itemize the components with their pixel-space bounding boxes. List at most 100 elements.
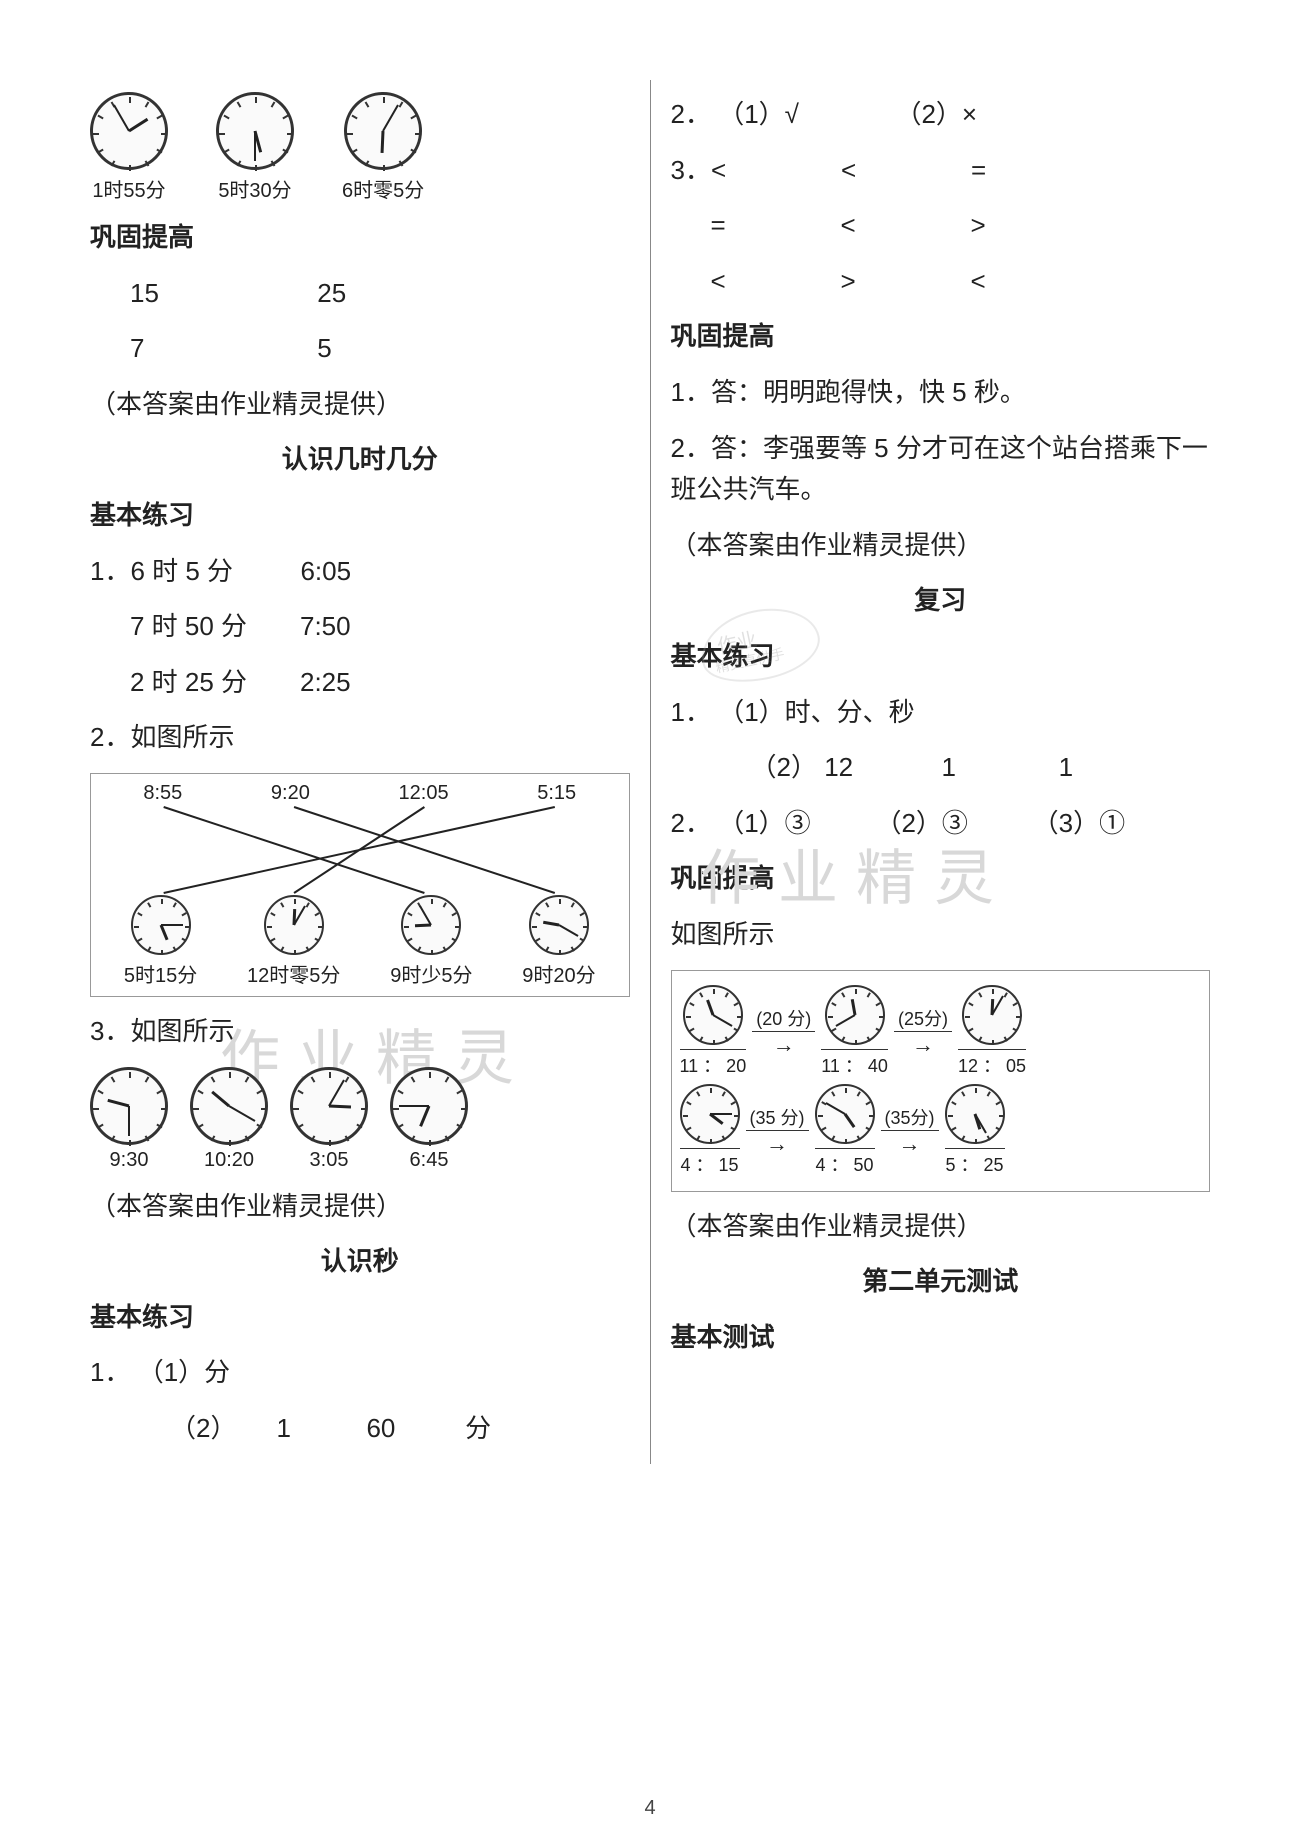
flow-time: 4 ： 50 — [815, 1148, 875, 1177]
question-1: 1．6 时 5 分6:05 7 时 50 分7:50 2 时 25 分2:25 — [90, 551, 630, 704]
question-2-label: 2．如图所示 — [90, 717, 630, 759]
answer-line: （2） 1 60 分 — [90, 1408, 630, 1450]
clock-item: 9时少5分 — [390, 895, 472, 988]
credit-text: （本答案由作业精灵提供） — [90, 1186, 630, 1228]
label: （2） — [751, 747, 817, 789]
answer-row: 7 时 50 分7:50 — [90, 606, 630, 648]
match-bottom-row: 5时15分 12时零5分 9时少5分 9时20分 — [99, 895, 621, 988]
clock-face — [290, 1067, 368, 1145]
answer-row: 3．<<= — [671, 150, 1211, 192]
arrow-icon: → — [746, 1131, 809, 1157]
clock-face — [401, 895, 461, 955]
flow-duration: (35 分) — [746, 1104, 809, 1131]
clock-face — [90, 1067, 168, 1145]
value: 7 — [130, 328, 310, 370]
section-heading: 基本练习 — [90, 495, 630, 537]
clock-face — [216, 92, 294, 170]
clock-item: 9时20分 — [522, 895, 595, 988]
value: 7 时 50 分 — [130, 606, 300, 648]
answer-row: 1．6 时 5 分6:05 — [90, 551, 630, 593]
section-heading: 基本测试 — [671, 1317, 1211, 1359]
flow-duration: (35分) — [881, 1104, 939, 1131]
value: < — [841, 150, 971, 192]
clock-item: 6:45 — [390, 1067, 468, 1172]
page: 作业精灵 作业精灵 作业精灵 作业 精灵直供手 1时55分5时30分6时零5分 … — [0, 0, 1300, 1838]
answer-line: 2． （1）√ （2）× — [671, 94, 1211, 136]
flow-time: 11 ： 20 — [680, 1049, 747, 1078]
subsection-title: 认识几时几分 — [90, 439, 630, 481]
flow-time: 5 ： 25 — [945, 1148, 1005, 1177]
question-prefix: 2． — [671, 803, 711, 845]
flow-arrow: (25分)→ — [894, 1005, 952, 1058]
credit-text: （本答案由作业精灵提供） — [671, 525, 1211, 567]
question-prefix: 1． — [671, 697, 711, 727]
match-lines — [99, 805, 621, 895]
flow-clock: 11 ： 20 — [680, 985, 747, 1078]
value: < — [711, 150, 841, 192]
two-column-layout: 1时55分 5时30分 6时零5分 巩固提高 15 25 7 5 （本答案由作业精灵… — [70, 80, 1230, 1464]
clock-face — [390, 1067, 468, 1145]
value: （3）① — [1033, 803, 1125, 845]
clock-face — [90, 92, 168, 170]
value: 1 — [941, 747, 1051, 789]
value: 60 — [331, 1408, 431, 1450]
clock-item: 5时15分 — [124, 895, 197, 988]
clock-label: 6时零5分 — [342, 174, 424, 203]
answer-line: 1． （1）分 — [90, 1352, 630, 1394]
flow-clock: 4 ： 50 — [815, 1084, 875, 1177]
flow-arrow: (20 分)→ — [752, 1005, 815, 1058]
flow-duration: (25分) — [894, 1005, 952, 1032]
flow-arrow: (35 分)→ — [746, 1104, 809, 1157]
value: 15 — [130, 273, 310, 315]
answer-line: 2． （1）③ （2）③ （3）① — [671, 803, 1211, 845]
clock-item: 12时零5分 — [247, 895, 340, 988]
answer-row: =<> — [671, 205, 1211, 247]
match-label: 5:15 — [537, 782, 576, 805]
answer-line: 2．答：李强要等 5 分才可在这个站台搭乘下一班公共汽车。 — [671, 428, 1211, 511]
subsection-title: 复习 — [671, 580, 1211, 622]
clock-label: 9:30 — [90, 1149, 168, 1172]
arrow-icon: → — [894, 1032, 952, 1058]
matching-figure: 8:559:2012:055:15 5时15分12时零5分9时少5分9时20分 — [90, 773, 630, 997]
clock-label: 3:05 — [290, 1149, 368, 1172]
value: 2 时 25 分 — [130, 662, 300, 704]
value: （1）时、分、秒 — [718, 697, 914, 727]
subsection-title: 认识秒 — [90, 1241, 630, 1283]
value: 5 — [317, 328, 331, 370]
answer-line: 1． （1）时、分、秒 — [671, 692, 1211, 734]
section-heading: 巩固提高 — [671, 316, 1211, 358]
clock-item: 6时零5分 — [342, 92, 424, 203]
clock-label: 9时20分 — [522, 959, 595, 988]
clock-label: 9时少5分 — [390, 959, 472, 988]
answer-row: 15 25 — [90, 273, 630, 315]
section-heading: 基本练习 — [90, 1297, 630, 1339]
flow-time: 4 ： 15 — [680, 1148, 740, 1177]
value: < — [971, 261, 1101, 303]
answer-line: （2） 12 1 1 — [671, 747, 1211, 789]
clock-label: 1时55分 — [90, 174, 168, 203]
figure-label: 如图所示 — [671, 914, 1211, 956]
clock-label: 5时15分 — [124, 959, 197, 988]
question-prefix: 1． — [90, 1357, 130, 1387]
flow-figure: 11 ： 20(20 分)→11 ： 40(25分)→12 ： 054 ： 15… — [671, 970, 1211, 1192]
flow-row: 4 ： 15(35 分)→4 ： 50(35分)→5 ： 25 — [680, 1084, 1202, 1177]
value: （1）分 — [138, 1357, 230, 1387]
value: 2:25 — [300, 662, 351, 704]
flow-clock: 4 ： 15 — [680, 1084, 740, 1177]
value: （1）③ — [718, 803, 868, 845]
value: 25 — [317, 273, 346, 315]
clock-face — [680, 1084, 740, 1144]
value: 6 时 5 分 — [130, 551, 300, 593]
clock-face — [264, 895, 324, 955]
value: （2）× — [895, 94, 977, 136]
arrow-icon: → — [881, 1131, 939, 1157]
clock-face — [945, 1084, 1005, 1144]
clock-label: 6:45 — [390, 1149, 468, 1172]
flow-time: 12 ： 05 — [958, 1049, 1026, 1078]
clock-label: 5时30分 — [216, 174, 294, 203]
value: = — [711, 205, 841, 247]
subsection-title: 第二单元测试 — [671, 1261, 1211, 1303]
value: 1 — [244, 1408, 324, 1450]
clock-face — [962, 985, 1022, 1045]
credit-text: （本答案由作业精灵提供） — [671, 1206, 1211, 1248]
